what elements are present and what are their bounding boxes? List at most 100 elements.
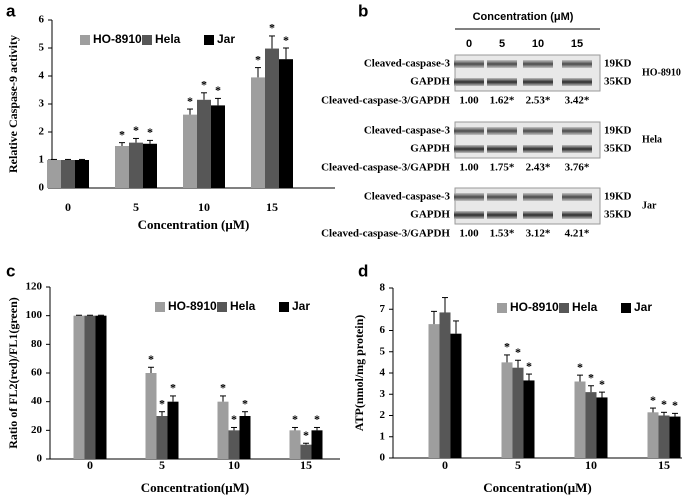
y-tick-label: 0 <box>37 453 43 465</box>
y-axis-label: ATP(nmol/mg protein) <box>352 315 366 432</box>
band <box>454 211 484 219</box>
x-tick-label: 10 <box>228 458 240 472</box>
band-label: GAPDH <box>410 209 450 221</box>
ratio-value: 2.43* <box>526 162 551 174</box>
bar <box>47 160 61 188</box>
y-tick-label: 1 <box>39 154 45 166</box>
significance-marker: * <box>292 412 298 426</box>
band-label: Cleaved-caspase-3 <box>364 58 451 70</box>
significance-marker: * <box>588 371 594 385</box>
bar <box>501 362 513 458</box>
bar <box>585 392 597 458</box>
band <box>454 127 484 135</box>
band <box>562 211 592 219</box>
ratio-value: 1.00 <box>459 162 479 174</box>
x-tick-label: 15 <box>266 200 278 214</box>
bar <box>75 160 89 188</box>
band <box>454 145 484 153</box>
legend-label: HO-8910 <box>168 299 217 313</box>
legend-swatch <box>217 302 227 312</box>
panel-label: c <box>6 261 15 280</box>
ratio-value: 1.75* <box>490 162 515 174</box>
legend-swatch <box>80 35 90 45</box>
legend-swatch <box>204 35 214 45</box>
band-label: Cleaved-caspase-3 <box>364 191 451 203</box>
bar <box>647 412 659 458</box>
x-axis-label: Concentration(μM) <box>141 480 249 495</box>
band <box>523 60 553 68</box>
significance-marker: * <box>314 412 320 426</box>
ratio-value: 1.00 <box>459 95 479 107</box>
legend-label: HO-8910 <box>510 300 559 314</box>
band <box>523 145 553 153</box>
legend-swatch <box>559 303 569 313</box>
bar <box>197 99 211 188</box>
bar <box>251 77 265 188</box>
significance-marker: * <box>187 94 193 108</box>
significance-marker: * <box>215 83 221 97</box>
x-tick-label: 15 <box>300 458 312 472</box>
ratio-value: 2.53* <box>526 95 551 107</box>
significance-marker: * <box>242 396 248 410</box>
y-tick-label: 6 <box>380 324 386 336</box>
legend-swatch <box>279 302 289 312</box>
legend-label: Hela <box>572 300 598 314</box>
bar <box>450 333 462 458</box>
significance-marker: * <box>650 393 656 407</box>
band <box>523 78 553 86</box>
band <box>454 78 484 86</box>
significance-marker: * <box>672 398 678 412</box>
band <box>487 127 517 135</box>
x-tick-label: 10 <box>198 200 210 214</box>
bar <box>61 160 75 188</box>
significance-marker: * <box>504 340 510 354</box>
bar <box>73 315 85 459</box>
band <box>487 211 517 219</box>
y-tick-label: 4 <box>39 70 45 82</box>
bar <box>115 146 129 188</box>
x-tick-label: 0 <box>65 200 71 214</box>
band <box>523 127 553 135</box>
bar <box>512 367 524 458</box>
y-tick-label: 40 <box>31 395 43 407</box>
y-tick-label: 4 <box>380 367 386 379</box>
significance-marker: * <box>526 359 532 373</box>
band <box>562 78 592 86</box>
ratio-label: Cleaved-caspase-3/GAPDH <box>321 228 450 240</box>
significance-marker: * <box>119 127 125 141</box>
ratio-value: 1.00 <box>459 228 479 240</box>
band <box>562 145 592 153</box>
legend-label: Jar <box>634 300 652 314</box>
ratio-value: 3.42* <box>565 95 590 107</box>
significance-marker: * <box>599 377 605 391</box>
legend-swatch <box>142 35 152 45</box>
band <box>562 127 592 135</box>
significance-marker: * <box>133 123 139 137</box>
bar <box>669 416 681 458</box>
ratio-value: 3.76* <box>565 162 590 174</box>
bar <box>239 416 251 459</box>
ratio-value: 4.21* <box>565 228 590 240</box>
bar <box>145 373 157 459</box>
significance-marker: * <box>515 345 521 359</box>
band <box>562 60 592 68</box>
band-label: Cleaved-caspase-3 <box>364 125 451 137</box>
y-tick-label: 7 <box>380 303 386 315</box>
bar <box>95 315 107 459</box>
x-axis-label: Concentration(μM) <box>483 480 591 495</box>
y-tick-label: 80 <box>31 338 43 350</box>
x-tick-label: 5 <box>133 200 139 214</box>
significance-marker: * <box>577 360 583 374</box>
bar <box>300 444 312 459</box>
significance-marker: * <box>148 352 154 366</box>
legend-label: Hela <box>155 32 181 46</box>
y-tick-label: 5 <box>39 42 45 54</box>
band-size: 35KD <box>604 143 632 155</box>
band-size: 19KD <box>604 125 632 137</box>
y-tick-label: 0 <box>380 452 386 464</box>
panel-label: b <box>358 1 368 20</box>
panel-label: a <box>6 1 16 20</box>
band <box>487 193 517 201</box>
ratio-value: 1.62* <box>490 95 515 107</box>
significance-marker: * <box>303 428 309 442</box>
